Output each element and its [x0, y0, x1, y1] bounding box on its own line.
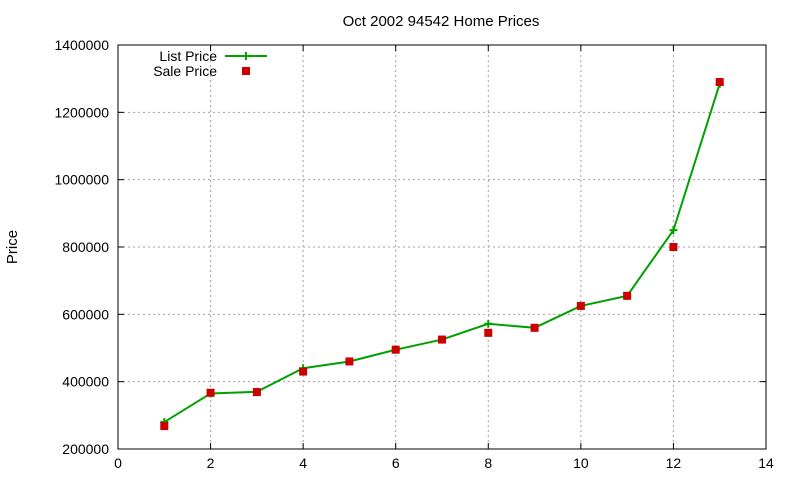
series-layer [160, 78, 724, 431]
sale-price-point [715, 78, 724, 87]
legend-label-sale-price: Sale Price [153, 63, 217, 79]
y-tick-label: 1000000 [54, 172, 109, 188]
x-tick-label: 6 [392, 455, 400, 471]
legend-plus-marker [242, 52, 250, 60]
sale-price-point [299, 367, 308, 376]
y-tick-label: 800000 [62, 239, 109, 255]
y-tick-label: 600000 [62, 306, 109, 322]
sale-price-point [206, 388, 215, 397]
y-tick-label: 1200000 [54, 104, 109, 120]
x-tick-label: 8 [484, 455, 492, 471]
x-tick-label: 10 [573, 455, 589, 471]
sale-price-point [484, 328, 493, 337]
legend-swatch-sale-price [242, 67, 250, 75]
list-price-point [484, 319, 493, 328]
x-tick-label: 14 [758, 455, 774, 471]
grid [118, 45, 766, 449]
chart-title: Oct 2002 94542 Home Prices [343, 13, 540, 30]
legend: List Price Sale Price [153, 48, 267, 79]
legend-square-marker [242, 67, 250, 75]
sale-price-point [160, 422, 169, 431]
list-price-line [163, 83, 721, 423]
y-tick-label: 400000 [62, 374, 109, 390]
y-tick-label: 1400000 [54, 37, 109, 53]
y-tick-label: 200000 [62, 441, 109, 457]
sale-price-point [391, 345, 400, 354]
sale-price-point [669, 243, 678, 251]
legend-swatch-list-price [225, 52, 267, 60]
y-axis-label: Price [4, 230, 21, 264]
legend-label-list-price: List Price [159, 48, 217, 64]
x-tick-label: 12 [666, 455, 682, 471]
axis-ticks: 0 2 4 6 8 10 12 14 200000 400000 600000 800000 10000… [54, 37, 774, 471]
x-tick-label: 0 [114, 455, 122, 471]
sale-price-point [345, 357, 354, 366]
sale-price-point [530, 323, 539, 332]
sale-price-point [438, 335, 446, 344]
x-tick-label: 4 [299, 455, 307, 471]
x-tick-label: 2 [207, 455, 215, 471]
sale-price-point [252, 388, 261, 397]
list-price-point [669, 226, 678, 235]
sale-price-point [576, 301, 585, 310]
sale-price-point [623, 291, 632, 300]
